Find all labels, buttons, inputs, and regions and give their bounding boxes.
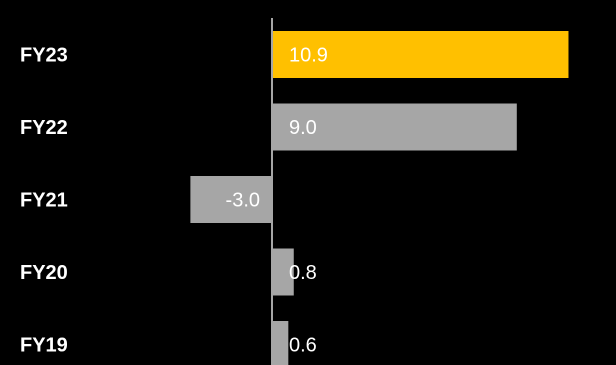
value-label-fy20: 0.8 [289,262,317,284]
category-labels-group: FY23 FY22 FY21 FY20 FY19 [20,45,68,357]
value-label-fy22: 9.0 [289,117,317,139]
value-label-fy19: 0.6 [289,335,317,357]
bar-fy22 [272,103,517,151]
bar-fy20 [272,248,294,296]
value-labels-group: 10.9 9.0 -3.0 0.8 0.6 [226,45,328,357]
value-label-fy21: -3.0 [226,190,260,212]
bar-fy19 [272,321,289,365]
category-label-fy22: FY22 [20,117,68,139]
category-label-fy23: FY23 [20,45,68,67]
value-label-fy23: 10.9 [289,45,328,67]
bar-fy21 [190,176,272,223]
bar-fy23 [272,31,569,78]
category-label-fy21: FY21 [20,190,68,212]
category-label-fy19: FY19 [20,335,68,357]
category-label-fy20: FY20 [20,262,68,284]
bars-group [190,31,569,365]
